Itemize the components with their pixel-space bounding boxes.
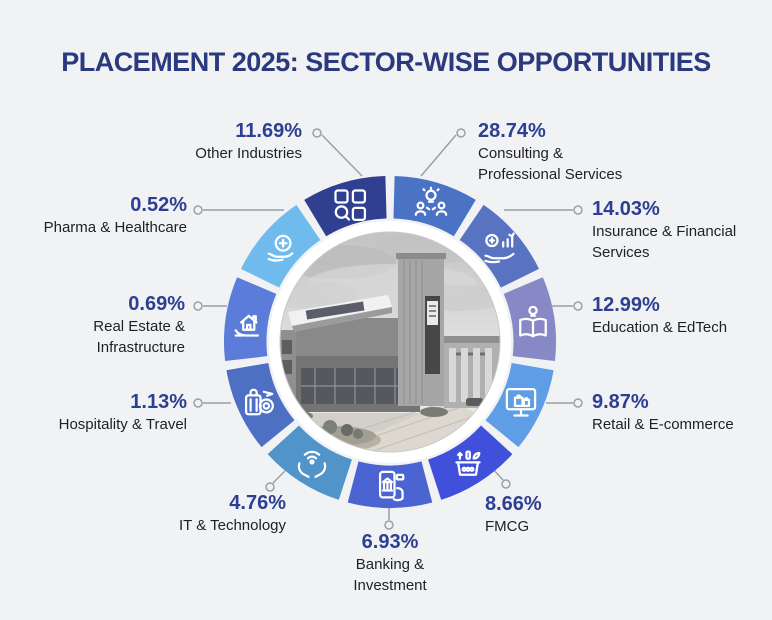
- label-realestate: 0.69% Real Estate & Infrastructure: [93, 293, 185, 358]
- label-education: 12.99% Education & EdTech: [592, 294, 727, 338]
- donut-segment-banking: [347, 461, 433, 508]
- percent-value: 14.03%: [592, 198, 660, 220]
- percent-value: 0.69%: [128, 293, 185, 315]
- label-other-industries: 11.69% Other Industries: [195, 120, 302, 164]
- sector-name: Investment: [353, 577, 427, 594]
- donut-segment-consulting: [393, 176, 476, 237]
- sector-name: Consulting &: [478, 145, 564, 162]
- sector-name: Insurance & Financial: [592, 223, 737, 240]
- sector-name: Pharma & Healthcare: [43, 219, 187, 236]
- percent-value: 28.74%: [478, 120, 546, 142]
- label-consulting: 28.74% Consulting & Professional Service…: [478, 120, 622, 185]
- percent-value: 12.99%: [592, 294, 660, 316]
- label-it: 4.76% IT & Technology: [179, 492, 286, 536]
- label-banking: 6.93% Banking & Investment: [310, 531, 470, 596]
- sector-name: Professional Services: [478, 166, 623, 183]
- donut-segment-realestate: [223, 277, 277, 362]
- label-fmcg: 8.66% FMCG: [485, 493, 542, 537]
- sector-name: IT & Technology: [178, 517, 286, 534]
- percent-value: 11.69%: [235, 120, 302, 142]
- donut-segment-education: [503, 277, 557, 362]
- label-insurance: 14.03% Insurance & Financial Services: [592, 198, 736, 263]
- sector-name: Real Estate &: [93, 318, 185, 335]
- sector-name: Services: [592, 244, 650, 261]
- label-hospitality: 1.13% Hospitality & Travel: [59, 391, 187, 435]
- sector-name: Retail & E-commerce: [592, 416, 734, 433]
- sector-name: Infrastructure: [96, 339, 185, 356]
- percent-value: 0.52%: [130, 194, 187, 216]
- sector-name: Other Industries: [195, 145, 302, 162]
- sector-name: FMCG: [485, 518, 530, 535]
- photo-border: [279, 231, 501, 453]
- leader-lines: [193, 128, 583, 530]
- label-pharma: 0.52% Pharma & Healthcare: [44, 194, 187, 238]
- percent-value: 6.93%: [361, 531, 419, 553]
- donut-segment-insurance: [459, 204, 540, 288]
- percent-value: 1.13%: [130, 391, 187, 413]
- label-retail: 9.87% Retail & E-commerce: [592, 391, 734, 435]
- sector-name: Hospitality & Travel: [58, 416, 187, 433]
- sector-name: Education & EdTech: [592, 319, 728, 336]
- percent-value: 8.66%: [485, 493, 542, 515]
- percent-value: 4.76%: [229, 492, 286, 514]
- sector-name: Banking &: [355, 556, 425, 573]
- page-title: PLACEMENT 2025: SECTOR-WISE OPPORTUNITIE…: [61, 47, 711, 77]
- percent-value: 9.87%: [592, 391, 649, 413]
